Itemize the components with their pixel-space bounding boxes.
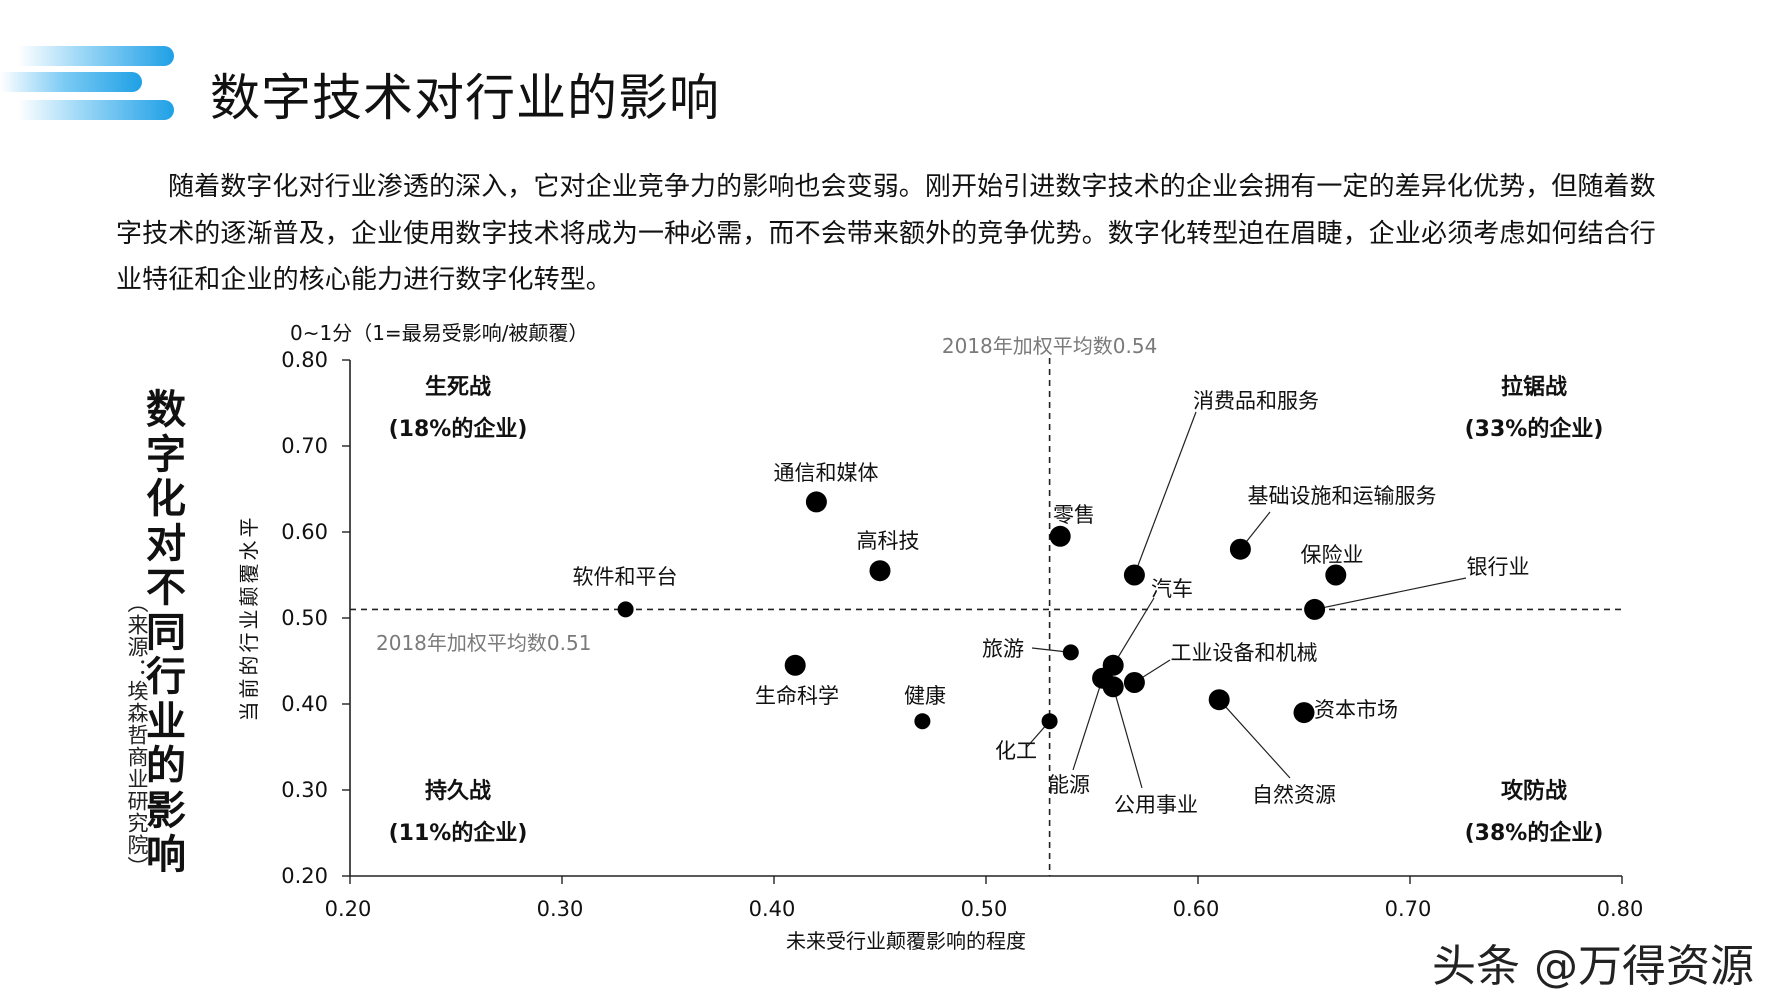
data-point-label: 能源 [1048,773,1090,797]
intro-paragraph: 随着数字化对行业渗透的深入，它对企业竞争力的影响也会变弱。刚开始引进数字技术的企… [116,172,1656,295]
y-tick-label: 0.80 [281,348,328,372]
page-title: 数字技术对行业的影响 [210,69,720,127]
data-point-label: 化工 [995,739,1037,763]
y-tick-label: 0.40 [281,692,328,716]
leader-line [1072,678,1104,771]
data-point [784,654,806,676]
quadrant-share: (18%的企业) [389,416,528,442]
y-tick-label: 0.50 [281,606,328,630]
y-tick-label: 0.20 [281,864,328,888]
data-point-label: 工业设备和机械 [1171,641,1318,665]
logo-stripe-middle [0,72,142,92]
data-point-label: 高科技 [857,529,920,553]
data-point [1293,702,1315,724]
data-point-label: 保险业 [1301,543,1364,567]
horizontal-average-label: 2018年加权平均数0.51 [376,631,591,655]
quadrant-title: 生死战 [425,375,491,400]
data-point-label: 软件和平台 [573,565,678,589]
data-point-label: 资本市场 [1314,698,1398,722]
data-point [805,491,827,513]
y-tick-label: 0.60 [281,520,328,544]
data-point [1208,689,1230,711]
data-point-label: 健康 [904,684,946,708]
y-tick-label: 0.70 [281,434,328,458]
x-tick-label: 0.40 [749,897,796,921]
data-point [869,560,891,582]
data-point [1041,713,1058,730]
quadrant-share: (33%的企业) [1465,416,1604,442]
data-point-label: 银行业 [1467,555,1530,579]
quadrant-share: (38%的企业) [1465,820,1604,846]
data-point [914,713,931,730]
chart-source-note: （来源：埃森哲商业研究院） [125,592,149,878]
data-point [1062,644,1079,661]
data-point-label: 零售 [1053,503,1095,527]
leader-line [1218,699,1291,779]
y-axis-label: 当前的行业颠覆水平 [237,515,261,722]
data-point [1123,564,1145,586]
data-point [1049,525,1071,547]
watermark: 头条 @万得资源 [1432,941,1754,992]
x-axis-label: 未来受行业颠覆影响的程度 [786,929,1026,953]
data-point-label: 生命科学 [755,684,839,708]
data-point [1102,676,1124,698]
logo-stripe-bottom [18,100,174,120]
x-tick-label: 0.80 [1597,897,1644,921]
x-tick-label: 0.60 [1173,897,1220,921]
data-point-label: 旅游 [982,637,1024,661]
leader-line [1112,597,1155,666]
vertical-average-label: 2018年加权平均数0.54 [942,334,1157,358]
data-point [1229,538,1251,560]
data-point-label: 消费品和服务 [1193,389,1319,413]
data-point-label: 公用事业 [1114,793,1198,817]
x-tick-label: 0.20 [325,897,372,921]
y-tick-label: 0.30 [281,778,328,802]
x-tick-label: 0.30 [537,897,584,921]
data-point-label: 汽车 [1151,577,1193,601]
data-point [1304,598,1326,620]
leader-line [1112,686,1143,789]
logo-stripe-top [18,46,174,66]
data-point-label: 通信和媒体 [774,461,879,485]
leader-line [1133,411,1197,576]
data-point [617,601,634,618]
x-tick-label: 0.70 [1385,897,1432,921]
quadrant-title: 拉锯战 [1501,374,1567,400]
data-point [1325,564,1347,586]
data-point-label: 自然资源 [1252,783,1336,807]
data-point [1123,672,1145,693]
quadrant-share: (11%的企业) [389,820,528,846]
chart-side-title: 数字化对不同行业的影响 [146,387,186,878]
scale-note: 0~1分（1=最易受影响/被颠覆） [290,321,588,345]
quadrant-title: 攻防战 [1501,778,1567,804]
logo-stripes [0,46,178,126]
leader-line [1314,577,1467,610]
x-tick-label: 0.50 [961,897,1008,921]
data-point-label: 基础设施和运输服务 [1248,484,1437,508]
quadrant-title: 持久战 [425,778,491,804]
